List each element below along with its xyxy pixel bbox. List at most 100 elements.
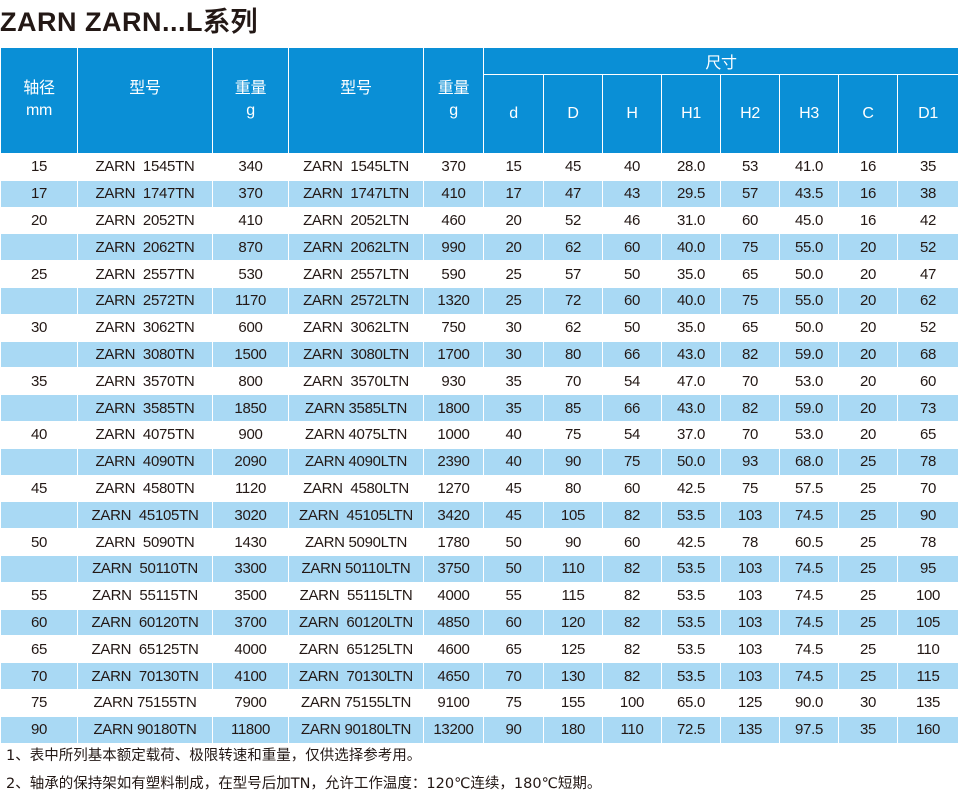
table-cell: 74.5 [779,501,839,530]
table-cell: 43 [602,179,662,208]
table-cell [0,233,78,262]
table-row: ZARN 45105TN 3020 ZARN 45105LTN 3420 45 105 82… [0,501,958,530]
table-cell: 82 [602,501,662,530]
table-cell: 1500 [212,340,289,369]
table-cell: 29.5 [661,179,721,208]
table-cell: ZARN 4580TN [77,474,213,503]
table-cell: 120 [543,608,603,637]
table-cell: 9100 [423,688,484,717]
table-cell: ZARN 50110TN [77,554,213,583]
table-cell: 20 [838,233,898,262]
table-cell: 25 [838,474,898,503]
table-cell: 4650 [423,662,484,690]
table-cell: 17 [483,179,544,208]
table-cell [0,501,78,530]
header-dimensions: 尺寸 [482,47,958,75]
table-row: 40 ZARN 4075TN 900 ZARN 4075LTN 1000 40 75 54 37… [0,420,958,449]
table-cell: 115 [896,662,958,690]
table-cell: ZARN 4580LTN [288,474,424,503]
table-row: 25 ZARN 2557TN 530 ZARN 2557LTN 590 25 57 50 35.… [0,260,958,288]
table-cell: 870 [212,233,289,262]
table-cell: 45 [543,153,603,181]
header-weight-l: 重量 g [423,47,484,154]
table-cell: 60 [896,367,958,396]
table-cell: ZARN 2052TN [77,206,213,235]
table-cell: 70 [0,662,78,690]
table-row: 35 ZARN 3570TN 800 ZARN 3570LTN 930 35 70 54 47.… [0,367,958,396]
header-shaft-unit: mm [25,102,53,119]
table-cell: 25 [838,501,898,530]
table-cell: 110 [896,635,958,664]
table-cell: 3500 [212,581,289,610]
table-cell: ZARN 4090TN [77,447,213,476]
table-cell: 25 [0,260,78,288]
table-cell: ZARN 65125LTN [288,635,424,664]
header-dim-h2: H2 [720,74,780,154]
table-cell: 20 [838,260,898,288]
table-body: 15 ZARN 1545TN 340 ZARN 1545LTN 370 15 45 40 28.… [0,153,958,744]
table-cell: 53.0 [779,420,839,449]
table-cell: 2390 [423,447,484,476]
table-cell: 40 [602,153,662,181]
table-row: 55 ZARN 55115TN 3500 ZARN 55115LTN 4000 55 115… [0,581,958,610]
table-cell: 4850 [423,608,484,637]
table-cell: 105 [896,608,958,637]
table-cell: 57 [543,260,603,288]
table-cell: 43.0 [661,394,721,422]
table-cell: 62 [543,313,603,342]
table-cell: 62 [896,286,958,315]
table-cell: 93 [720,447,780,476]
table-cell: ZARN 70130TN [77,662,213,690]
table-cell: ZARN 3585TN [77,394,213,422]
table-cell: 72 [543,286,603,315]
table-cell: 100 [602,688,662,717]
table-cell: 90 [543,528,603,556]
table-cell: 78 [720,528,780,556]
header-weight-label: 重量 [234,80,267,97]
table-cell: 1270 [423,474,484,503]
table-cell: 17 [0,179,78,208]
table-row: ZARN 3080TN 1500 ZARN 3080LTN 1700 30 80 66 43.… [0,340,958,369]
note-2: 2、轴承的保持架如有塑料制成，在型号后加TN，允许工作温度：120℃连续，180… [6,776,602,792]
table-cell: ZARN 60120LTN [288,608,424,637]
table-cell: 4600 [423,635,484,664]
table-cell: 53.5 [661,581,721,610]
table-cell: ZARN 90180TN [77,715,213,744]
header-dim-c: C [838,74,898,154]
table-cell: 25 [838,581,898,610]
table-cell: 4000 [423,581,484,610]
table-cell: 50 [602,313,662,342]
table-cell: 2090 [212,447,289,476]
table-cell: ZARN 3080LTN [288,340,424,369]
table-cell: 30 [838,688,898,717]
table-cell: 60 [602,474,662,503]
table-cell: 16 [838,179,898,208]
table-cell: 70 [483,662,544,690]
table-cell: 50 [602,260,662,288]
table-cell: 82 [720,394,780,422]
table-cell: 103 [720,635,780,664]
table-cell: 95 [896,554,958,583]
header-model-l: 型号 [288,47,424,154]
table-cell: ZARN 3062LTN [288,313,424,342]
table-cell: 46 [602,206,662,235]
table-cell: 110 [543,554,603,583]
table-cell: 35 [838,715,898,744]
table-row: 60 ZARN 60120TN 3700 ZARN 60120LTN 4850 60 120… [0,608,958,637]
table-cell: 530 [212,260,289,288]
table-cell: 66 [602,340,662,369]
table-cell: 73 [896,394,958,422]
table-row: 70 ZARN 70130TN 4100 ZARN 70130LTN 4650 70 130… [0,662,958,690]
table-cell: 20 [0,206,78,235]
table-cell: 90 [483,715,544,744]
table-cell: 590 [423,260,484,288]
table-cell: ZARN 55115TN [77,581,213,610]
table-cell: 103 [720,501,780,530]
table-cell: 62 [543,233,603,262]
table-cell: 31.0 [661,206,721,235]
table-cell: 57.5 [779,474,839,503]
table-row: 17 ZARN 1747TN 370 ZARN 1747LTN 410 17 47 43 29.… [0,179,958,208]
table-row: 30 ZARN 3062TN 600 ZARN 3062LTN 750 30 62 50 35.… [0,313,958,342]
table-cell: 60 [602,233,662,262]
table-cell: 20 [483,233,544,262]
